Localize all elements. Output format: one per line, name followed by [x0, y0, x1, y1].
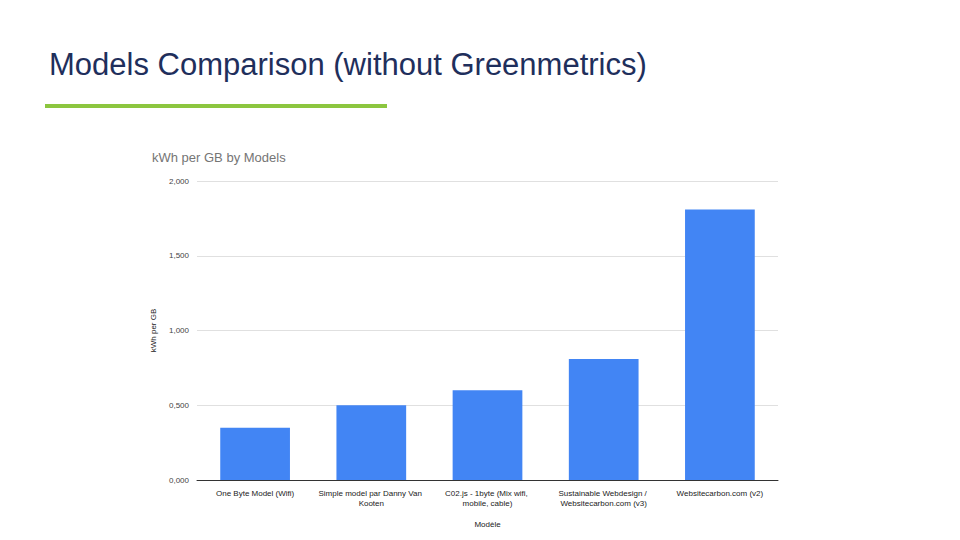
svg-text:mobile, cable): mobile, cable)	[463, 499, 513, 508]
svg-text:Kooten: Kooten	[359, 499, 384, 508]
svg-text:1,500: 1,500	[169, 251, 190, 260]
svg-text:One Byte Model (Wifi): One Byte Model (Wifi)	[216, 489, 295, 498]
svg-text:1,000: 1,000	[169, 326, 190, 335]
svg-text:0,500: 0,500	[169, 401, 190, 410]
svg-text:Websitecarbon.com (v2): Websitecarbon.com (v2)	[677, 489, 764, 498]
svg-text:2,000: 2,000	[169, 177, 190, 186]
svg-text:C02.js - 1byte (Mix wifi,: C02.js - 1byte (Mix wifi,	[445, 489, 530, 498]
svg-text:kWh per GB by Models: kWh per GB by Models	[152, 150, 286, 165]
svg-text:Sustainable Webdesign /: Sustainable Webdesign /	[558, 489, 649, 498]
svg-text:0,000: 0,000	[169, 476, 190, 485]
svg-text:kWh per GB: kWh per GB	[149, 309, 158, 353]
svg-text:Models Comparison (without Gre: Models Comparison (without Greenmetrics)	[49, 47, 647, 82]
svg-text:Simple model par Danny Van: Simple model par Danny Van	[318, 489, 424, 498]
svg-text:Modèle: Modèle	[474, 520, 501, 529]
svg-text:Websitecarbon.com (v3): Websitecarbon.com (v3)	[560, 499, 647, 508]
